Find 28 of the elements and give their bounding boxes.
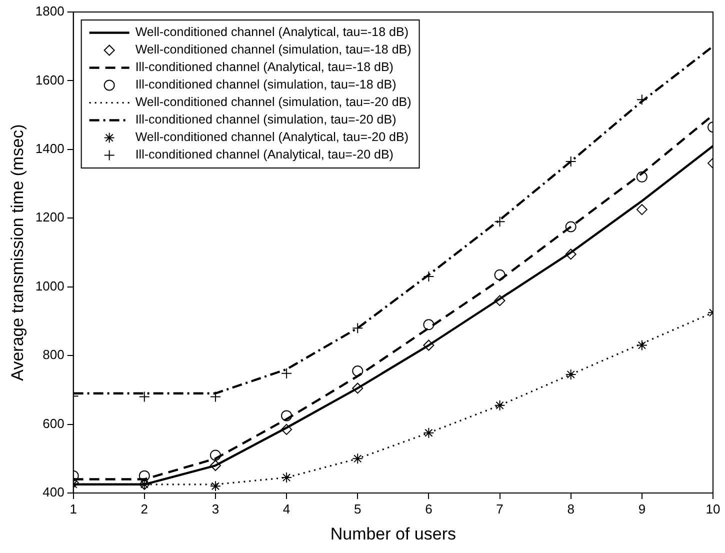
x-axis-title: Number of users — [330, 524, 456, 544]
x-tick-label: 9 — [638, 501, 646, 516]
x-tick-label: 2 — [140, 501, 148, 516]
x-tick-label: 8 — [567, 501, 574, 516]
x-tick-label: 4 — [282, 501, 290, 516]
legend-label: Ill-conditioned channel (Analytical, tau=-20 dB) — [135, 148, 394, 162]
y-tick-label: 1600 — [35, 72, 64, 88]
legend-label: Well-conditioned channel (Analytical, tau=-18 dB) — [135, 25, 409, 40]
y-tick-label: 800 — [42, 347, 64, 362]
y-tick-label: 1400 — [35, 141, 64, 156]
y-tick-label: 600 — [42, 416, 64, 431]
legend-label: Well-conditioned channel (Analytical, tau=-20 dB) — [135, 130, 409, 144]
legend-label: Ill-conditioned channel (simulation, tau=-20 dB) — [135, 112, 396, 127]
x-tick-label: 10 — [706, 501, 720, 516]
y-tick-label: 1200 — [35, 210, 64, 225]
legend-label: Ill-conditioned channel (simulation, tau=-18 dB) — [135, 78, 396, 92]
y-tick-label: 1000 — [35, 278, 64, 294]
x-tick-label: 3 — [212, 501, 220, 516]
legend-label: Ill-conditioned channel (Analytical, tau=-18 dB) — [135, 60, 394, 74]
x-tick-label: 6 — [425, 501, 432, 516]
y-axis-title: Average transmission time (msec) — [8, 124, 27, 381]
y-tick-label: 400 — [42, 484, 64, 500]
x-tick-label: 1 — [70, 501, 77, 516]
legend-label: Well-conditioned channel (simulation, tau=-18 dB) — [135, 42, 412, 57]
y-tick-label: 1800 — [35, 4, 64, 19]
x-tick-label: 5 — [354, 501, 362, 516]
legend-label: Well-conditioned channel (simulation, tau=-20 dB) — [135, 95, 412, 110]
x-tick-label: 7 — [496, 501, 504, 516]
